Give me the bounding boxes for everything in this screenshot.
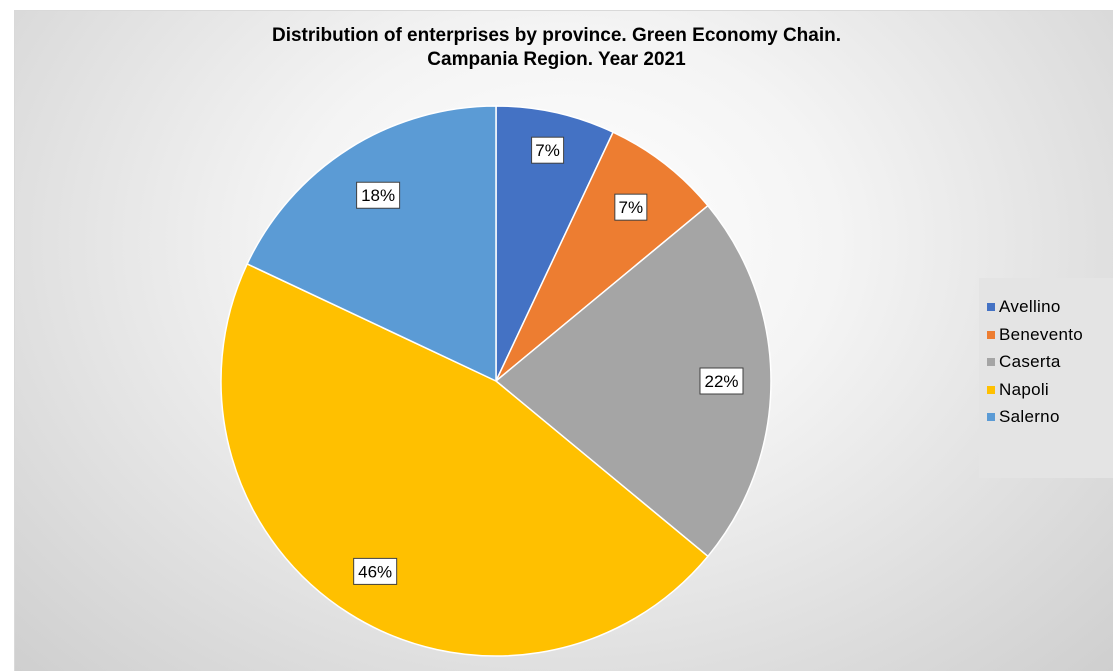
legend-swatch [987, 358, 995, 366]
legend-swatch [987, 330, 995, 339]
legend-item-caserta: Caserta [979, 351, 1061, 373]
chart-legend: Avellino Benevento Caserta Napoli Salerno [979, 278, 1113, 478]
legend-swatch [987, 413, 995, 421]
data-label-benevento: 7% [614, 193, 648, 221]
data-label-text: 46% [358, 562, 392, 581]
legend-label: Salerno [999, 407, 1060, 426]
data-label-text: 7% [535, 141, 560, 160]
data-label-box [353, 557, 398, 585]
data-label-napoli: 46% [353, 557, 398, 585]
chart-title-line-1: Distribution of enterprises by province.… [271, 25, 842, 46]
legend-item-napoli: Napoli [979, 379, 1049, 401]
data-label-box [356, 181, 401, 209]
data-label-text: 18% [361, 186, 395, 205]
data-label-avellino: 7% [531, 136, 565, 164]
legend-item-salerno: Salerno [979, 406, 1060, 428]
legend-label: Benevento [999, 324, 1083, 344]
pie-slice-salerno [246, 105, 497, 383]
data-label-box [699, 367, 744, 395]
data-label-box [531, 136, 565, 164]
data-label-text: 7% [619, 198, 644, 217]
legend-label: Caserta [999, 352, 1061, 371]
data-label-box [614, 193, 648, 221]
legend-label: Napoli [999, 379, 1049, 399]
data-label-text: 22% [704, 372, 738, 391]
pie-slice-napoli [220, 262, 709, 657]
pie-slice-caserta [494, 204, 772, 558]
pie-slice-avellino [495, 105, 615, 382]
legend-swatch [987, 303, 995, 311]
chart-title-line-2: Campania Region. Year 2021 [427, 49, 686, 70]
data-label-salerno: 18% [356, 181, 401, 209]
legend-label: Avellino [999, 297, 1061, 316]
legend-swatch [987, 385, 995, 394]
legend-item-benevento: Benevento [979, 324, 1083, 346]
pie-slice-benevento [495, 131, 709, 382]
data-label-caserta: 22% [699, 367, 744, 395]
legend-item-avellino: Avellino [979, 296, 1061, 318]
chart-title: Distribution of enterprises by province.… [0, 24, 1113, 72]
